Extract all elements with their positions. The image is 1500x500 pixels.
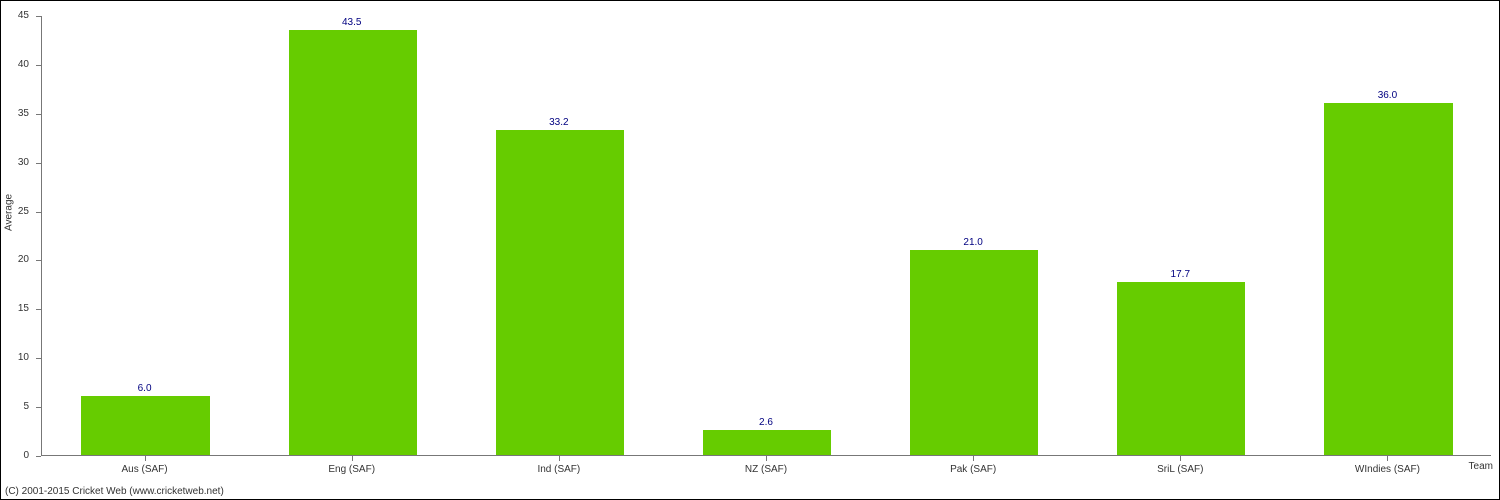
bar xyxy=(1324,103,1452,455)
x-tick-mark xyxy=(973,456,974,461)
y-tick-label: 20 xyxy=(18,254,29,265)
x-axis-label: Team xyxy=(1469,461,1493,472)
y-tick-label: 25 xyxy=(18,206,29,217)
y-tick: 0 xyxy=(31,456,41,457)
y-tick: 25 xyxy=(31,212,41,213)
bar xyxy=(496,130,624,455)
x-tick-label: WIndies (SAF) xyxy=(1355,464,1420,475)
x-tick-mark xyxy=(352,456,353,461)
y-tick-mark xyxy=(36,309,41,310)
bar xyxy=(703,430,831,455)
y-tick-mark xyxy=(36,212,41,213)
y-axis-label: Average xyxy=(4,194,15,231)
bar-value-label: 43.5 xyxy=(342,17,361,28)
x-tick-mark xyxy=(145,456,146,461)
y-tick-label: 15 xyxy=(18,303,29,314)
x-tick-label: Pak (SAF) xyxy=(950,464,996,475)
bar xyxy=(1117,282,1245,455)
y-tick: 35 xyxy=(31,114,41,115)
y-tick-mark xyxy=(36,163,41,164)
bar-value-label: 21.0 xyxy=(963,237,982,248)
y-tick-mark xyxy=(36,16,41,17)
y-tick: 40 xyxy=(31,65,41,66)
bar-value-label: 6.0 xyxy=(138,383,152,394)
y-tick: 45 xyxy=(31,16,41,17)
x-tick-mark xyxy=(766,456,767,461)
y-tick: 10 xyxy=(31,358,41,359)
x-tick-label: SriL (SAF) xyxy=(1157,464,1203,475)
bar-value-label: 17.7 xyxy=(1171,269,1190,280)
y-tick-mark xyxy=(36,260,41,261)
bar xyxy=(289,30,417,455)
bar xyxy=(910,250,1038,455)
x-tick-label: Ind (SAF) xyxy=(537,464,580,475)
y-tick: 30 xyxy=(31,163,41,164)
y-tick-label: 30 xyxy=(18,157,29,168)
y-tick-mark xyxy=(36,407,41,408)
y-tick-label: 35 xyxy=(18,108,29,119)
x-tick-label: Aus (SAF) xyxy=(122,464,168,475)
y-tick-mark xyxy=(36,456,41,457)
y-tick: 20 xyxy=(31,260,41,261)
y-tick-label: 0 xyxy=(23,450,29,461)
y-tick-label: 45 xyxy=(18,10,29,21)
x-tick-mark xyxy=(1180,456,1181,461)
x-tick-mark xyxy=(559,456,560,461)
x-tick-label: NZ (SAF) xyxy=(745,464,787,475)
y-tick-mark xyxy=(36,358,41,359)
y-tick-label: 10 xyxy=(18,352,29,363)
bar-value-label: 2.6 xyxy=(759,417,773,428)
copyright-text: (C) 2001-2015 Cricket Web (www.cricketwe… xyxy=(5,486,224,497)
chart-frame: Average Team 0 5 10 15 20 25 30 35 40 45 Aus (SAF… xyxy=(0,0,1500,500)
y-tick: 5 xyxy=(31,407,41,408)
x-tick-label: Eng (SAF) xyxy=(328,464,375,475)
plot-area xyxy=(41,16,1491,456)
y-tick-mark xyxy=(36,114,41,115)
y-tick-label: 40 xyxy=(18,59,29,70)
y-tick: 15 xyxy=(31,309,41,310)
bar-value-label: 36.0 xyxy=(1378,90,1397,101)
y-tick-label: 5 xyxy=(23,401,29,412)
x-tick-mark xyxy=(1387,456,1388,461)
bar xyxy=(81,396,209,455)
bar-value-label: 33.2 xyxy=(549,117,568,128)
y-tick-mark xyxy=(36,65,41,66)
